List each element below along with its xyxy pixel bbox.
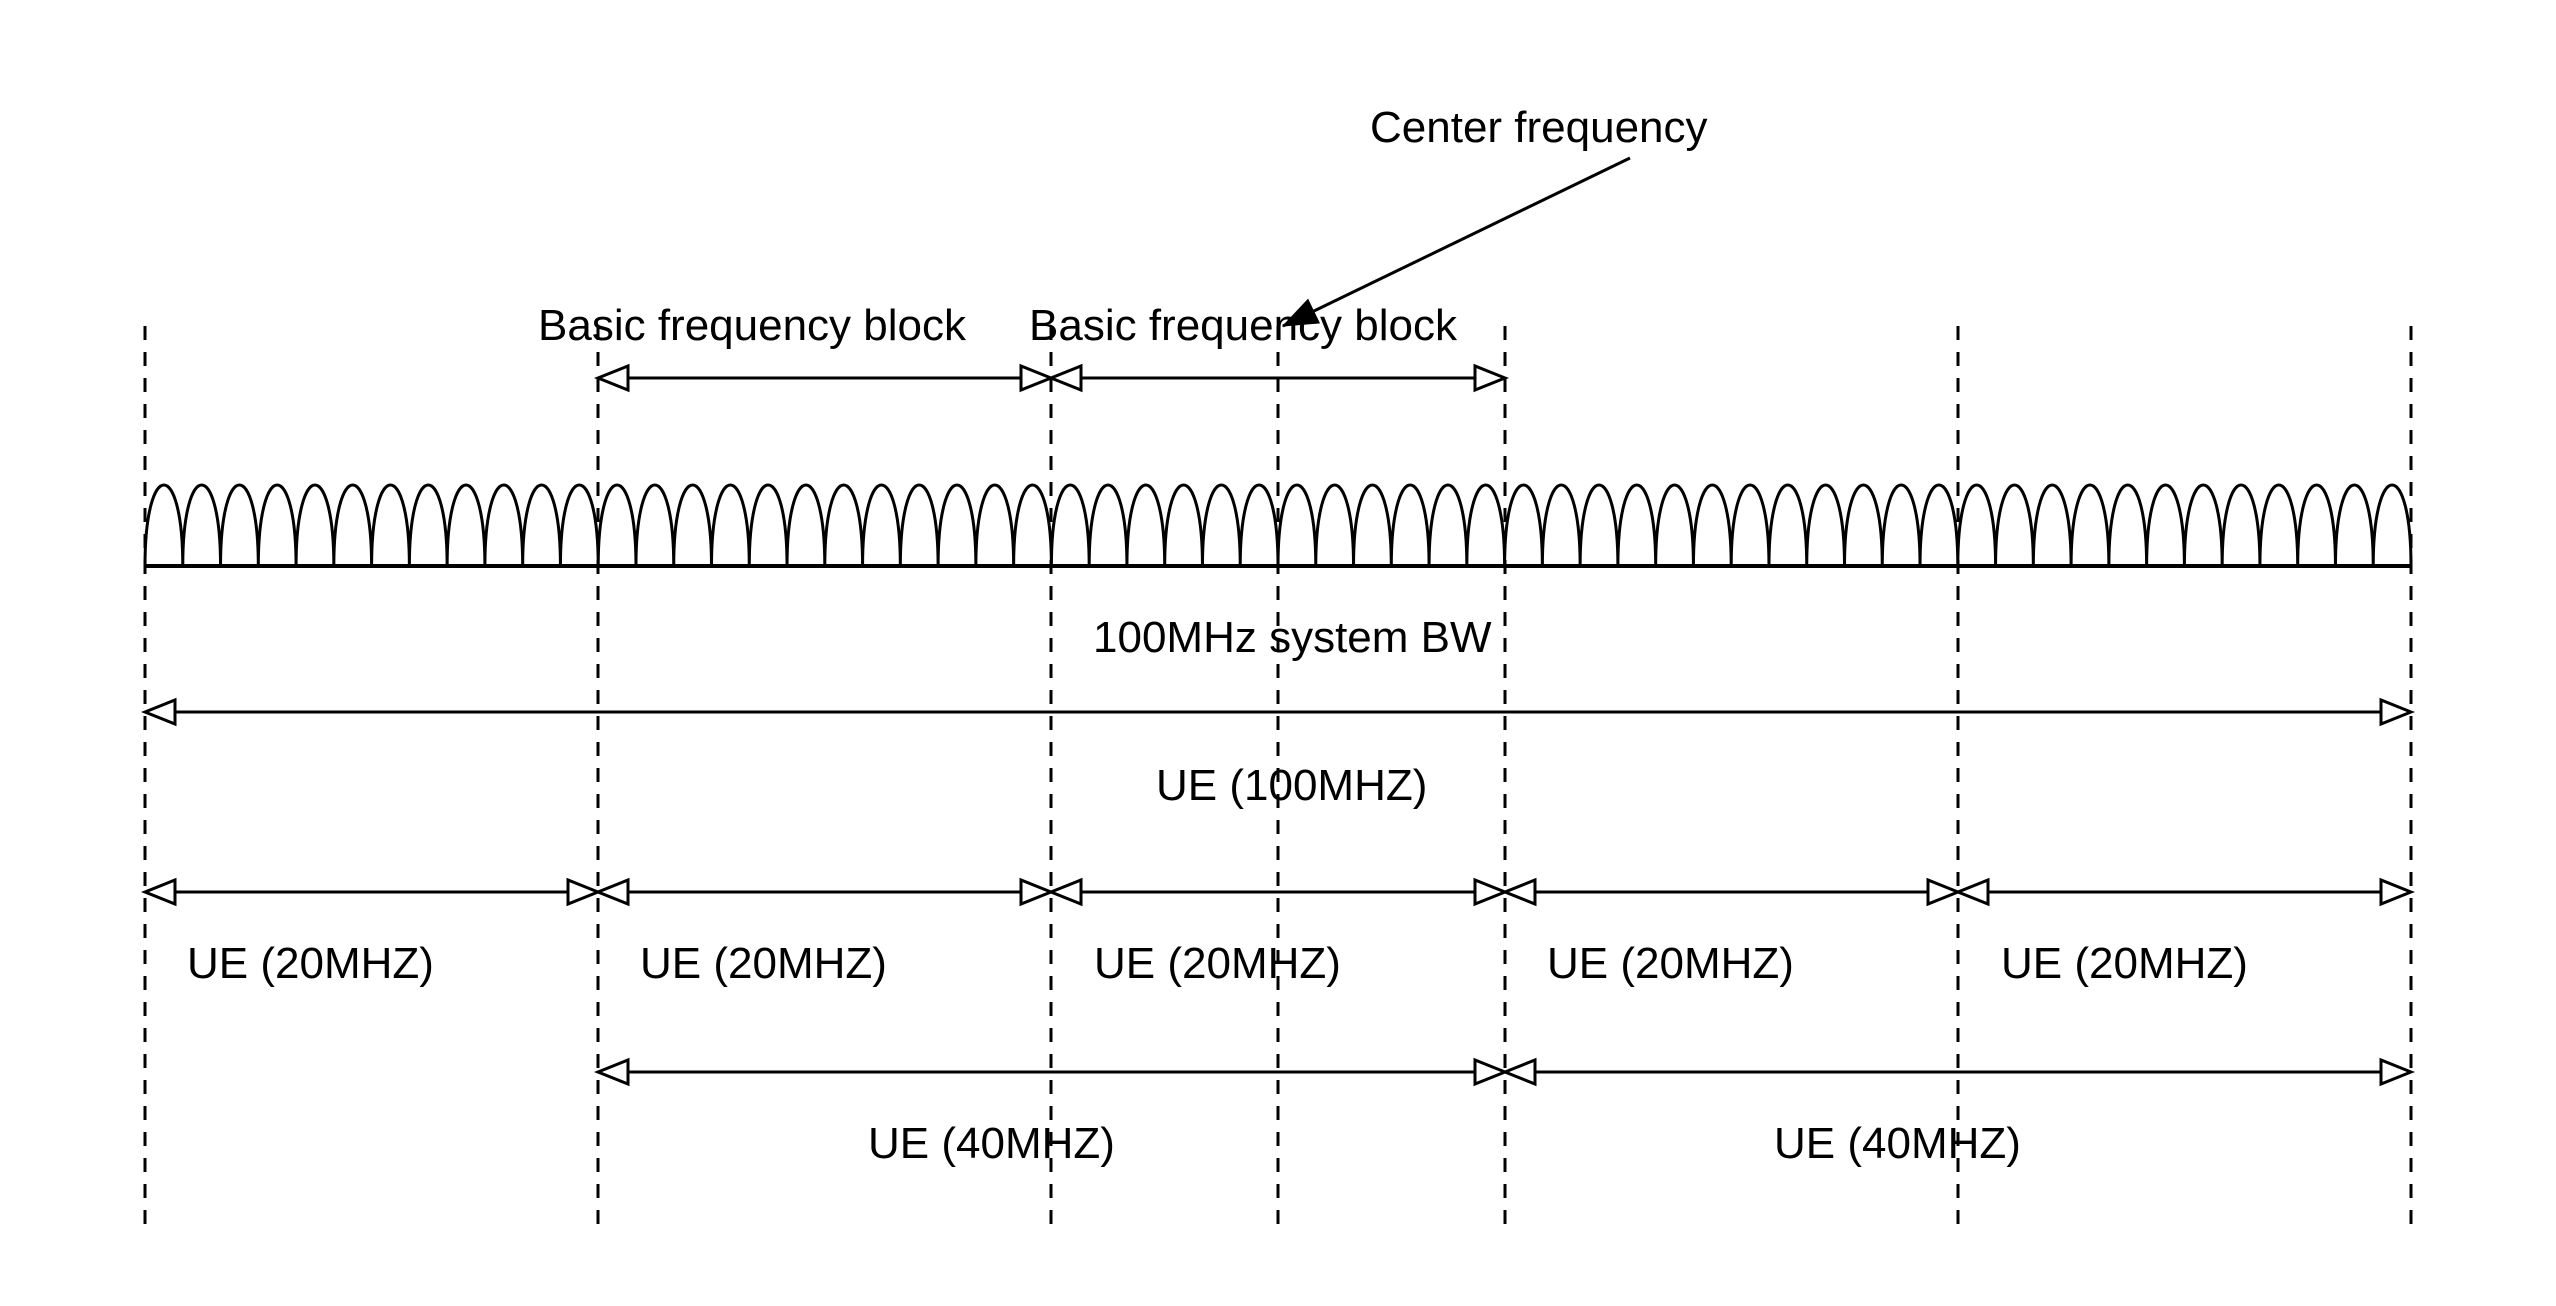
ue-100-label: UE (100MHZ) — [1156, 762, 1427, 810]
system-bw-label: 100MHz system BW — [1093, 614, 1492, 662]
ue-40-label: UE (40MHZ) — [868, 1120, 1115, 1168]
basic-block-label: Basic frequency block — [538, 302, 966, 350]
ue-20-arrow-head-right — [2381, 880, 2411, 904]
basic-block-arrow-head-left — [598, 366, 628, 390]
system-bw-arrow-head-left — [145, 700, 175, 724]
spectrum-lobes — [145, 485, 2411, 566]
diagram-stage: Center frequency Basic frequency block Bas… — [0, 0, 2556, 1306]
basic-block-arrow-head-right — [1021, 366, 1051, 390]
ue-20-arrow-head-left — [1958, 880, 1988, 904]
ue-20-label: UE (20MHZ) — [2001, 940, 2248, 988]
ue-40-arrow-head-right — [1475, 1060, 1505, 1084]
ue-20-label: UE (20MHZ) — [1094, 940, 1341, 988]
ue-20-label: UE (20MHZ) — [640, 940, 887, 988]
ue-40-arrow-head-left — [598, 1060, 628, 1084]
ue-20-arrow-head-right — [568, 880, 598, 904]
ue-20-arrow-head-left — [598, 880, 628, 904]
ue-40-arrow-head-right — [2381, 1060, 2411, 1084]
ue-20-arrow-head-left — [1505, 880, 1535, 904]
ue-20-arrow-head-left — [145, 880, 175, 904]
basic-block-arrow-head-right — [1475, 366, 1505, 390]
ue-20-arrow-head-right — [1021, 880, 1051, 904]
system-bw-arrow-head-right — [2381, 700, 2411, 724]
ue-40-label: UE (40MHZ) — [1774, 1120, 2021, 1168]
ue-20-label: UE (20MHZ) — [187, 940, 434, 988]
ue-20-arrow-head-left — [1051, 880, 1081, 904]
basic-block-arrow-head-left — [1051, 366, 1081, 390]
ue-20-label: UE (20MHZ) — [1547, 940, 1794, 988]
center-frequency-label: Center frequency — [1370, 104, 1708, 152]
ue-40-arrow-head-left — [1505, 1060, 1535, 1084]
ue-20-arrow-head-right — [1928, 880, 1958, 904]
ue-20-arrow-head-right — [1475, 880, 1505, 904]
basic-block-label: Basic frequency block — [1029, 302, 1457, 350]
